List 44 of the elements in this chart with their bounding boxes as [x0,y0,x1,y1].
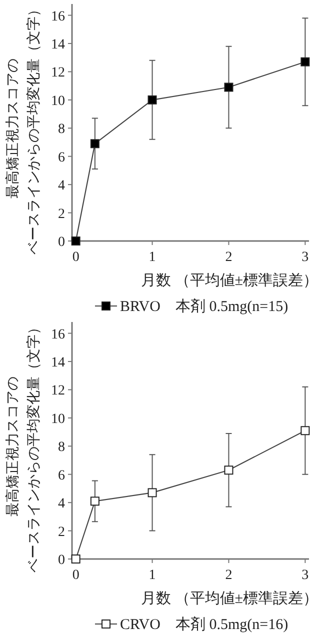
y-tick-label: 6 [58,468,65,483]
point [71,554,80,563]
y-tick-label: 10 [51,94,65,109]
y-tick-label: 16 [51,9,65,24]
x-tick-label: 2 [225,250,232,265]
y-tick-label: 6 [58,150,65,166]
y-tick-label: 12 [51,383,65,398]
text: （平均値±標準誤差） [174,272,318,289]
x-tick-label: 3 [302,568,309,582]
x-tick-label: 1 [148,250,156,265]
point [90,139,100,148]
y-axis-title: 最高矯正視力スコアのベースラインからの平均変化量（文字） [6,2,42,254]
x-tick-label: 3 [302,250,309,265]
y-tick-label: 0 [58,552,65,568]
y-tick-label: 4 [58,178,65,194]
point [71,236,80,246]
y-tick-label: 16 [51,326,65,342]
legend-label: BRVO 本剤 0.5mg(n=15) [120,298,288,315]
y-tick-label: 4 [58,496,65,512]
point [148,95,157,104]
point [224,465,234,474]
x-tick-label: 2 [225,568,232,582]
x-tick-label: 0 [72,568,80,582]
text: （平均値±標準誤差） [174,590,318,606]
y-tick-label: 2 [58,524,65,540]
legend-label: CRVO 本剤 0.5mg(n=16) [120,616,288,632]
y-tick-label: 12 [51,66,65,81]
y-tick-label: 2 [58,206,65,222]
x-axis-title: 月数 [141,590,171,606]
point [224,82,234,92]
x-tick-label: 1 [148,568,156,582]
x-tick-label: 0 [72,250,80,265]
x-axis-title: 月数 [141,273,171,289]
point [300,57,310,66]
point [148,488,157,497]
y-tick-label: 14 [51,38,65,52]
y-tick-label: 8 [58,440,65,455]
y-tick-label: 10 [51,411,65,426]
point [90,496,100,506]
y-axis-title: 最高矯正視力スコアのベースラインからの平均変化量（文字） [6,320,42,572]
y-tick-label: 14 [51,355,65,370]
y-tick-label: 0 [58,235,65,250]
point [300,426,310,435]
y-tick-label: 8 [58,122,65,138]
